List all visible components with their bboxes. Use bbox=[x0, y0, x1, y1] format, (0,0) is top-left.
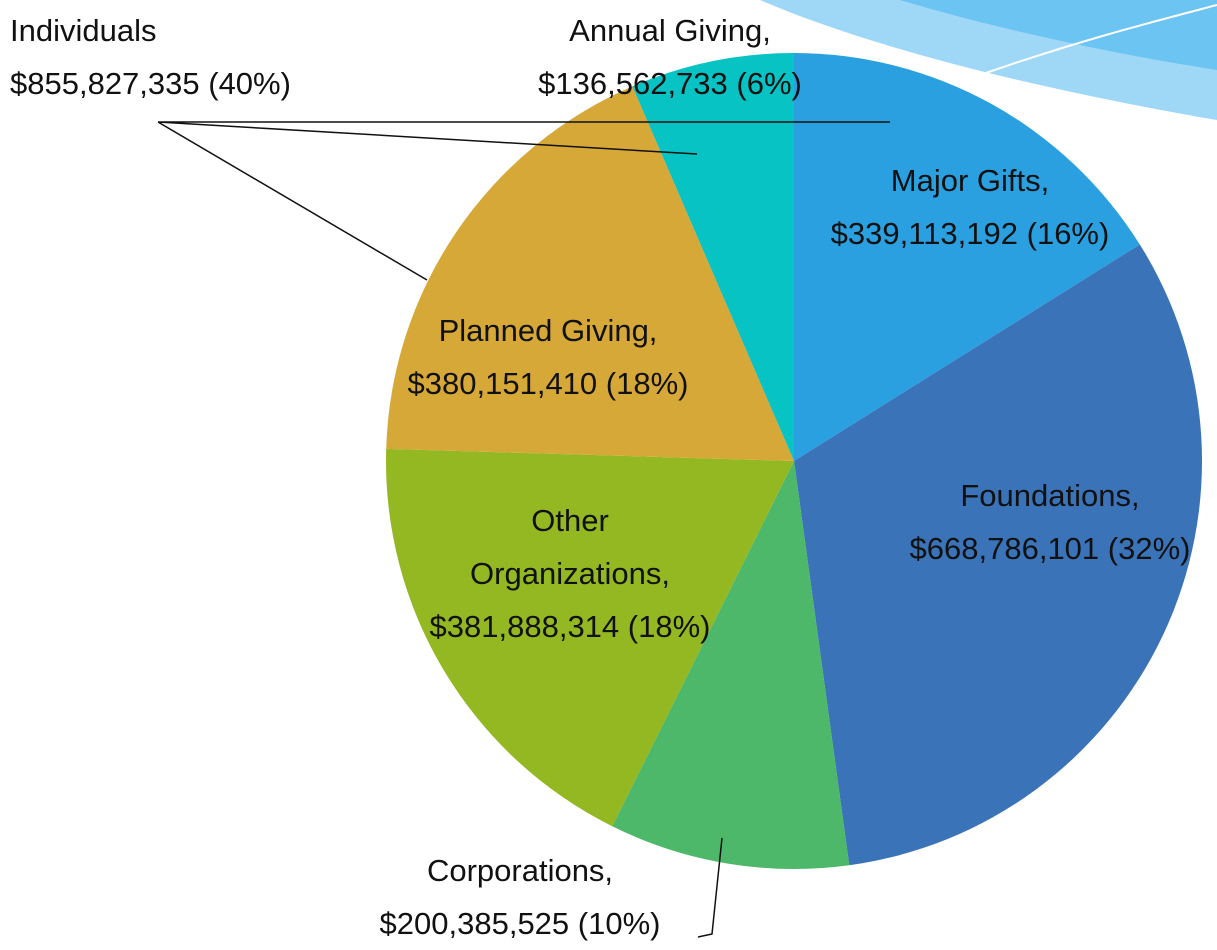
pie-slice bbox=[794, 244, 1203, 866]
annotation: Individuals $855,827,335 (40%) bbox=[10, 13, 291, 101]
value-label: $380,151,410 (18%) bbox=[407, 366, 689, 401]
category-label: Other Organizations, bbox=[470, 503, 670, 591]
value-label: $381,888,314 (18%) bbox=[429, 609, 711, 644]
category-label: Corporations, bbox=[426, 853, 614, 888]
decor-swoosh bbox=[900, 0, 1217, 70]
decor-line bbox=[979, 4, 1217, 76]
value-label: $200,385,525 (10%) bbox=[379, 906, 661, 941]
slice-label: Corporations, $200,385,525 (10%) bbox=[380, 844, 661, 950]
category-label: Major Gifts, bbox=[890, 163, 1050, 198]
category-label: Planned Giving, bbox=[438, 313, 658, 348]
value-label: $339,113,192 (16%) bbox=[830, 216, 1110, 251]
pie-slice bbox=[386, 448, 794, 827]
leader-line bbox=[157, 121, 890, 281]
value-label: $136,562,733 (6%) bbox=[538, 66, 802, 101]
slice-label: Planned Giving, $380,151,410 (18%) bbox=[408, 304, 689, 410]
pie-slice bbox=[632, 53, 794, 461]
pie-slice bbox=[794, 53, 1140, 461]
leader-line bbox=[697, 837, 723, 938]
slice-label: Annual Giving, $136,562,733 (6%) bbox=[538, 4, 802, 110]
pie-slice bbox=[386, 86, 794, 461]
category-label: Foundations, bbox=[960, 478, 1140, 513]
slice-label: Foundations, $668,786,101 (32%) bbox=[910, 469, 1191, 575]
slice-label: Major Gifts, $339,113,192 (16%) bbox=[831, 154, 1110, 260]
pie-slice bbox=[612, 461, 850, 869]
category-label: Annual Giving, bbox=[569, 13, 771, 48]
value-label: $668,786,101 (32%) bbox=[909, 531, 1191, 566]
slice-label: Other Organizations, $381,888,314 (18%) bbox=[430, 494, 711, 653]
